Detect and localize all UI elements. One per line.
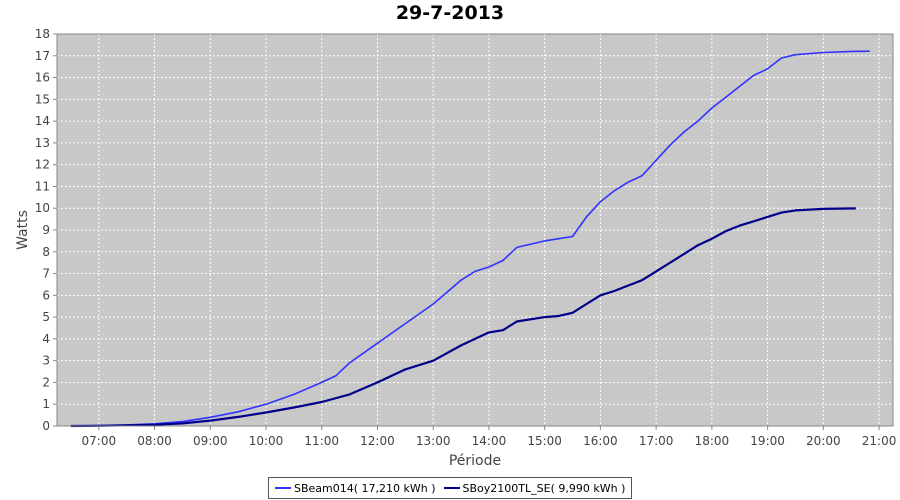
y-tick-label: 15	[35, 92, 50, 106]
legend-swatch-series-2	[443, 487, 460, 489]
y-tick-label: 11	[35, 179, 50, 193]
y-tick-label: 13	[35, 136, 50, 150]
x-tick-label: 15:00	[527, 434, 562, 448]
y-tick-label: 0	[42, 419, 50, 433]
x-tick-label: 13:00	[416, 434, 451, 448]
x-tick-label: 17:00	[639, 434, 674, 448]
y-tick-label: 18	[35, 27, 50, 41]
legend-swatch-series-1	[275, 487, 291, 489]
series-line-2	[70, 207, 856, 428]
x-tick-label: 12:00	[360, 434, 395, 448]
y-tick-label: 9	[42, 223, 50, 237]
x-axis-title: Période	[449, 453, 501, 469]
x-tick-label: 14:00	[472, 434, 507, 448]
x-tick-label: 11:00	[304, 434, 339, 448]
x-tick-label: 16:00	[583, 434, 618, 448]
y-tick-label: 1	[42, 397, 50, 411]
legend-label-series-2: SBoy2100TL_SE( 9,990 kWh )	[462, 481, 626, 495]
x-tick-label: 09:00	[193, 434, 228, 448]
y-tick-label: 8	[42, 245, 50, 259]
legend: SBeam014( 17,210 kWh ) SBoy2100TL_SE( 9,…	[268, 477, 633, 499]
plot-border	[56, 33, 894, 427]
y-tick-label: 12	[35, 158, 50, 172]
legend-item-series-1: SBeam014( 17,210 kWh )	[275, 482, 436, 495]
x-tick-label: 19:00	[750, 434, 785, 448]
x-tick-label: 21:00	[862, 434, 897, 448]
y-tick-label: 5	[42, 310, 50, 324]
legend-label-series-1: SBeam014( 17,210 kWh )	[294, 481, 436, 495]
y-tick-label: 10	[35, 201, 50, 215]
y-tick-label: 6	[42, 288, 50, 302]
chart-title: 29-7-2013	[395, 2, 505, 24]
legend-item-series-2: SBoy2100TL_SE( 9,990 kWh )	[443, 481, 626, 495]
y-tick-label: 17	[35, 49, 50, 63]
y-tick-label: 3	[42, 354, 50, 368]
x-tick-label: 18:00	[695, 434, 730, 448]
y-tick-label: 4	[42, 332, 50, 346]
x-tick-label: 20:00	[806, 434, 841, 448]
x-tick-label: 08:00	[137, 434, 172, 448]
x-tick-label: 10:00	[249, 434, 284, 448]
series-line-1	[70, 50, 870, 427]
y-tick-label: 7	[42, 267, 50, 281]
x-tick-label: 07:00	[82, 434, 117, 448]
y-axis-title: Watts	[15, 210, 31, 250]
y-tick-label: 16	[35, 71, 50, 85]
y-tick-label: 14	[35, 114, 50, 128]
y-tick-label: 2	[42, 375, 50, 389]
